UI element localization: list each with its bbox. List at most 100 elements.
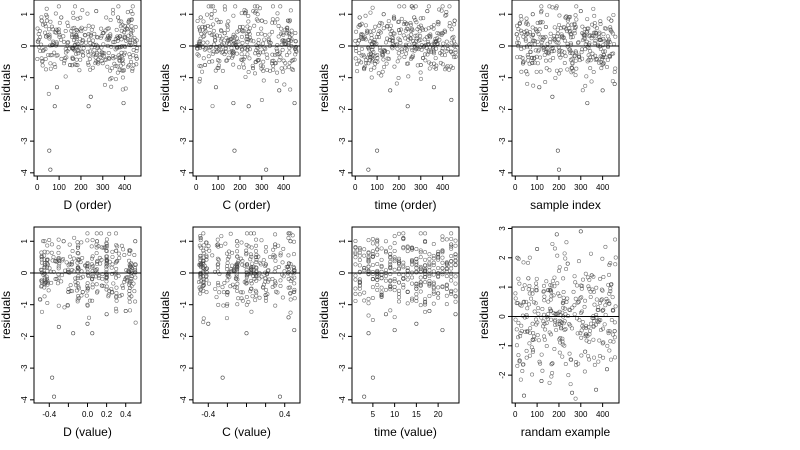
data-point bbox=[611, 332, 616, 337]
data-point bbox=[273, 258, 278, 263]
data-point bbox=[85, 303, 90, 308]
data-point bbox=[263, 276, 268, 281]
data-point bbox=[370, 57, 375, 62]
data-point bbox=[225, 273, 230, 278]
data-point bbox=[237, 65, 242, 70]
data-point bbox=[279, 42, 284, 47]
data-point bbox=[559, 26, 564, 31]
data-point bbox=[273, 279, 278, 284]
data-point bbox=[449, 246, 454, 251]
data-point bbox=[218, 47, 223, 52]
data-point bbox=[515, 255, 520, 260]
data-point bbox=[206, 281, 211, 286]
data-point bbox=[453, 274, 458, 279]
data-point bbox=[284, 31, 289, 36]
data-point bbox=[42, 294, 47, 299]
data-point bbox=[289, 28, 294, 33]
data-point bbox=[232, 41, 237, 46]
data-point bbox=[603, 303, 608, 308]
data-point bbox=[291, 289, 296, 294]
y-tick-label: -4 bbox=[498, 169, 507, 177]
data-point bbox=[46, 91, 51, 96]
data-point bbox=[555, 31, 560, 36]
data-point bbox=[557, 13, 562, 18]
data-point bbox=[453, 263, 458, 268]
data-point bbox=[414, 270, 419, 275]
data-point bbox=[568, 57, 573, 62]
data-point bbox=[383, 274, 388, 279]
data-point bbox=[286, 253, 291, 258]
data-point bbox=[587, 357, 592, 362]
data-point bbox=[64, 260, 69, 265]
data-point bbox=[118, 54, 123, 59]
data-point bbox=[396, 295, 401, 300]
data-point bbox=[119, 44, 124, 49]
data-point bbox=[367, 47, 372, 52]
data-point bbox=[36, 32, 41, 37]
data-point bbox=[434, 46, 439, 51]
data-point bbox=[263, 20, 268, 25]
data-point bbox=[401, 263, 406, 268]
data-point bbox=[366, 258, 371, 263]
data-point bbox=[519, 46, 524, 51]
data-point bbox=[390, 36, 395, 41]
data-point bbox=[389, 28, 394, 33]
data-point bbox=[276, 23, 281, 28]
data-point bbox=[251, 9, 256, 14]
data-point bbox=[242, 263, 247, 268]
data-point bbox=[201, 255, 206, 260]
data-point bbox=[106, 292, 111, 297]
data-point bbox=[537, 359, 542, 364]
data-point bbox=[516, 256, 521, 261]
data-point bbox=[127, 280, 132, 285]
data-point bbox=[436, 20, 441, 25]
data-point bbox=[589, 273, 594, 278]
data-point bbox=[427, 262, 432, 267]
data-point bbox=[449, 242, 454, 247]
data-point bbox=[606, 16, 611, 21]
data-point bbox=[370, 241, 375, 246]
data-point bbox=[400, 49, 405, 54]
data-point bbox=[288, 291, 293, 296]
data-point bbox=[436, 22, 441, 27]
data-point bbox=[101, 245, 106, 250]
data-point bbox=[122, 252, 127, 257]
data-point bbox=[596, 318, 601, 323]
data-point bbox=[266, 268, 271, 273]
data-point bbox=[288, 279, 293, 284]
data-point bbox=[108, 34, 113, 39]
data-point bbox=[379, 285, 384, 290]
data-point bbox=[609, 282, 614, 287]
data-point bbox=[421, 27, 426, 32]
data-point bbox=[248, 257, 253, 262]
data-point bbox=[588, 328, 593, 333]
data-point bbox=[427, 265, 432, 270]
data-point bbox=[231, 13, 236, 18]
data-point bbox=[402, 54, 407, 59]
data-point bbox=[42, 275, 47, 280]
data-point bbox=[567, 28, 572, 33]
data-point bbox=[278, 284, 283, 289]
data-point bbox=[362, 253, 367, 258]
data-point bbox=[95, 258, 100, 263]
data-point bbox=[409, 4, 414, 9]
data-point bbox=[443, 13, 448, 18]
data-point bbox=[579, 309, 584, 314]
data-point bbox=[414, 46, 419, 51]
data-point bbox=[216, 302, 221, 307]
data-point bbox=[566, 373, 571, 378]
data-point bbox=[410, 281, 415, 286]
data-point bbox=[518, 55, 523, 60]
y-tick-label: -3 bbox=[498, 137, 507, 145]
data-point bbox=[81, 53, 86, 58]
data-point bbox=[109, 265, 114, 270]
data-point bbox=[84, 265, 89, 270]
data-point bbox=[120, 283, 125, 288]
data-point bbox=[520, 362, 525, 367]
data-point bbox=[516, 320, 521, 325]
x-tick-label: 0.4 bbox=[120, 410, 132, 419]
data-point bbox=[588, 289, 593, 294]
data-point bbox=[62, 58, 67, 63]
data-point bbox=[237, 24, 242, 29]
data-point bbox=[263, 293, 268, 298]
